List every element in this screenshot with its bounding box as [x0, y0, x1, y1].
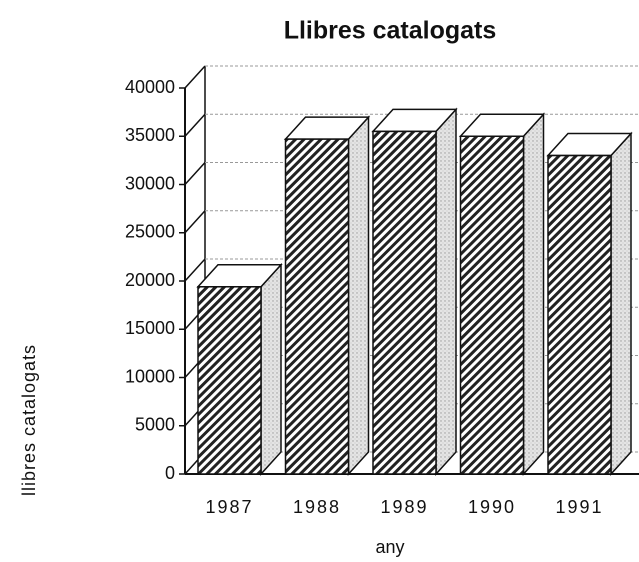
bar — [547, 154, 612, 475]
bar-side — [435, 107, 457, 476]
bar — [372, 130, 437, 475]
x-axis-label: any — [375, 537, 404, 557]
grid-line — [184, 161, 206, 186]
y-tick-label: 30000 — [125, 173, 175, 193]
x-tick-label: 1991 — [555, 497, 603, 517]
bar — [284, 138, 350, 475]
y-tick-label: 5000 — [135, 415, 175, 435]
y-tick-label: 40000 — [125, 77, 175, 97]
grid-line — [184, 65, 206, 89]
x-tick-label: 1990 — [468, 497, 516, 517]
x-tick-label: 1988 — [293, 497, 341, 517]
bar-side — [610, 131, 632, 476]
grid-line — [184, 113, 206, 137]
grid-line — [184, 258, 206, 282]
bar — [459, 135, 525, 475]
y-axis-label: llibres catalogats — [19, 344, 39, 496]
x-tick-label: 1987 — [205, 497, 253, 517]
bar-side — [347, 115, 370, 476]
y-tick-label: 25000 — [125, 222, 175, 242]
y-tick-label: 20000 — [125, 270, 175, 290]
chart-title: Llibres catalogats — [284, 17, 497, 45]
y-tick-label: 10000 — [125, 366, 175, 386]
bar-side — [260, 262, 282, 476]
y-tick-label: 0 — [165, 463, 175, 483]
bar-side — [522, 112, 545, 476]
y-tick-label: 35000 — [125, 125, 175, 145]
bar — [197, 286, 262, 475]
grid-line — [184, 210, 206, 234]
y-tick-label: 15000 — [125, 318, 175, 338]
x-tick-label: 1989 — [380, 497, 428, 517]
